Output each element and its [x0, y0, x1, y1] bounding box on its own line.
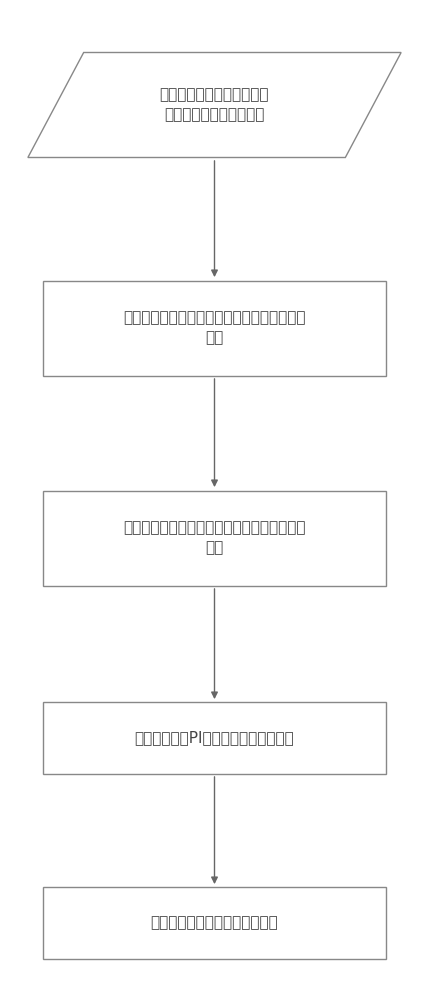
- Bar: [43, 887, 386, 959]
- Polygon shape: [28, 52, 401, 157]
- Text: 入口带钢速度、出口带钢速
度、入口带钢厚度、辊缝: 入口带钢速度、出口带钢速 度、入口带钢厚度、辊缝: [160, 88, 269, 122]
- Bar: [43, 490, 386, 585]
- Bar: [43, 702, 386, 774]
- Text: 利用误差进行PI控制，得到辊缝修正量: 利用误差进行PI控制，得到辊缝修正量: [135, 730, 294, 746]
- Bar: [43, 280, 386, 375]
- Text: 和出口带钢参考值进行比较得到出口带钢估计
误差: 和出口带钢参考值进行比较得到出口带钢估计 误差: [123, 521, 306, 555]
- Text: 与设定辊缝求和得到辊缝设定值: 与设定辊缝求和得到辊缝设定值: [151, 916, 278, 930]
- Text: 通过秒流量恒定和宽度不变假设计算出口带钢
厚度: 通过秒流量恒定和宽度不变假设计算出口带钢 厚度: [123, 311, 306, 345]
